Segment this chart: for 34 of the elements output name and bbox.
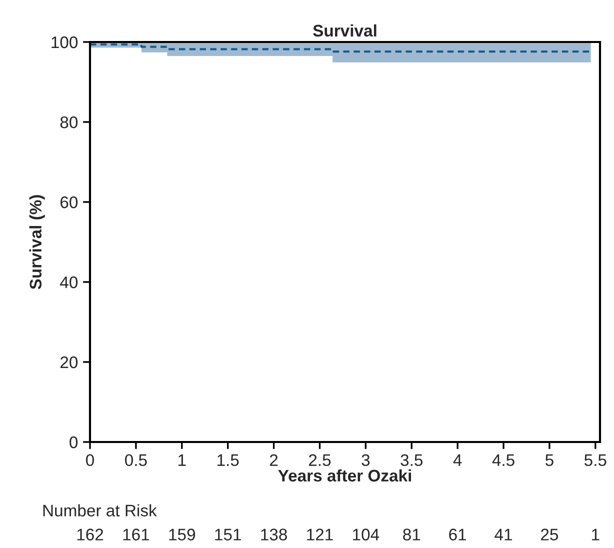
y-axis-title: Survival (%) [29, 195, 45, 290]
text: 138 [261, 528, 287, 540]
x-tick-label: 5.5 [584, 454, 606, 466]
x-tick-label: 5 [545, 454, 554, 466]
y-tick-label: 0 [70, 436, 78, 448]
text: 151 [215, 528, 241, 540]
x-axis-title: Years after Ozaki [278, 469, 411, 482]
text: Number at Risk [43, 504, 157, 516]
text: 81 [403, 528, 420, 540]
y-tick-label: 60 [60, 196, 78, 208]
x-tick-label: 0.5 [125, 454, 147, 466]
text: 1 [592, 528, 600, 540]
text: 61 [449, 528, 466, 540]
y-tick-label: 80 [60, 116, 78, 128]
text: 25 [541, 528, 558, 540]
x-tick-label: 4.5 [492, 454, 514, 466]
text: 41 [494, 528, 512, 540]
chart-title: Survival [313, 24, 376, 37]
x-tick-label: 1.5 [218, 454, 239, 466]
x-tick-label: 0 [86, 454, 94, 466]
text: 161 [123, 528, 150, 540]
x-tick-label: 3.5 [400, 454, 423, 466]
y-tick-label: 20 [60, 356, 78, 368]
text: 159 [169, 528, 196, 540]
y-tick-label: 100 [52, 36, 78, 48]
x-tick-label: 2.5 [308, 454, 331, 466]
x-tick-label: 3 [362, 454, 370, 466]
x-tick-label: 4 [453, 454, 462, 466]
text: 121 [307, 528, 333, 540]
text: 162 [77, 528, 104, 540]
y-tick-label: 40 [60, 276, 78, 288]
x-tick-label: 2 [270, 454, 278, 466]
x-tick-label: 1 [178, 454, 186, 466]
text: 104 [353, 528, 380, 540]
